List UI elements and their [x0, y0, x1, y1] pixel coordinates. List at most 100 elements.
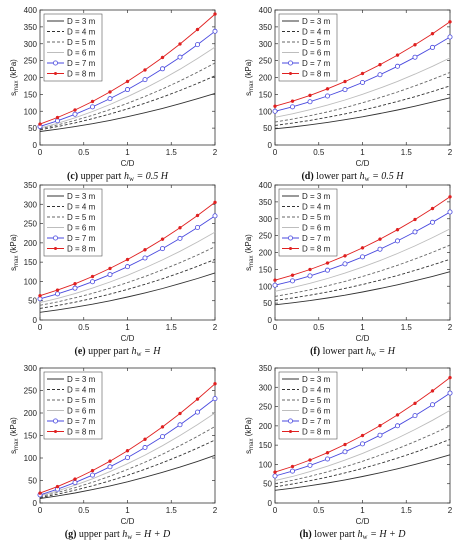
panel-caption: (g) upper part hw = H + D	[65, 529, 171, 541]
legend-label: D = 4 m	[302, 28, 331, 37]
data-point	[360, 246, 365, 250]
data-point	[273, 470, 277, 474]
data-point	[342, 261, 348, 267]
y-tick-label: 200	[24, 239, 38, 248]
data-point	[324, 456, 330, 462]
legend-label: D = 7 m	[67, 417, 96, 426]
x-tick-label: 1.5	[166, 148, 178, 157]
data-point	[359, 441, 365, 447]
x-tick-label: 0.5	[78, 148, 90, 157]
legend-marker	[53, 235, 59, 241]
legend-marker	[289, 430, 292, 433]
data-point	[55, 291, 61, 297]
legend-label: D = 3 m	[302, 17, 331, 26]
chart-panel-6: 0 50 100 150 200 250 300 350 0 0.5 1 1.5 2 C/D smax (k…	[244, 364, 453, 541]
data-point	[272, 108, 278, 114]
legend-label: D = 3 m	[302, 192, 331, 201]
series-line	[39, 62, 216, 130]
x-tick-label: 1.5	[166, 506, 178, 515]
y-tick-label: 300	[24, 40, 38, 49]
data-point	[394, 63, 400, 69]
y-tick-label: 200	[259, 422, 273, 431]
legend-label: D = 4 m	[302, 203, 331, 212]
y-tick-label: 100	[24, 277, 38, 286]
y-tick-label: 150	[24, 90, 38, 99]
legend-label: D = 7 m	[302, 417, 331, 426]
chart-panel-4: 0 50 100 150 200 250 300 350 400 0 0.5 1 1.5 2 C/D smax…	[244, 181, 453, 358]
data-point	[342, 87, 348, 93]
x-tick-label: 2	[213, 323, 218, 332]
y-tick-label: 350	[259, 23, 273, 32]
data-point	[195, 397, 200, 401]
data-point	[55, 484, 60, 489]
data-point	[413, 217, 417, 222]
series-line	[39, 246, 216, 306]
y-tick-label: 100	[24, 107, 38, 116]
legend-label: D = 5 m	[302, 396, 331, 405]
x-tick-label: 1.5	[166, 323, 178, 332]
legend-marker	[54, 430, 57, 433]
legend-marker	[289, 247, 292, 250]
data-point	[429, 219, 435, 225]
data-point	[378, 62, 382, 67]
legend-label: D = 8 m	[67, 70, 96, 79]
y-tick-label: 350	[24, 181, 38, 190]
y-tick-label: 100	[24, 454, 38, 463]
legend-label: D = 6 m	[67, 224, 96, 233]
y-tick-label: 200	[259, 74, 273, 83]
legend-label: D = 8 m	[67, 245, 96, 254]
data-point	[377, 432, 383, 438]
x-tick-label: 2	[448, 506, 453, 515]
data-point	[448, 20, 452, 24]
data-point	[55, 118, 61, 124]
data-point	[413, 401, 417, 406]
legend-label: D = 6 m	[67, 49, 96, 58]
legend-marker	[53, 418, 59, 424]
data-point	[90, 472, 96, 478]
data-point	[194, 225, 200, 231]
y-tick-label: 400	[259, 6, 273, 15]
data-point	[289, 278, 295, 284]
data-point	[90, 104, 96, 110]
legend-label: D = 6 m	[302, 49, 331, 58]
data-point	[125, 257, 130, 262]
chart-panel-3: 0 50 100 150 200 250 300 350 0 0.5 1 1.5 2 C/D smax (k…	[9, 181, 218, 358]
y-tick-label: 50	[28, 477, 37, 486]
data-point	[213, 382, 217, 386]
data-point	[307, 462, 313, 468]
y-axis-label: smax (kPa)	[9, 417, 20, 454]
legend-marker	[289, 72, 292, 75]
legend-box	[278, 188, 338, 257]
x-tick-label: 0	[273, 148, 278, 157]
data-point	[143, 68, 147, 72]
legend-label: D = 3 m	[67, 17, 96, 26]
x-tick-label: 0.5	[313, 506, 325, 515]
legend-label: D = 4 m	[302, 386, 331, 395]
x-tick-label: 0	[38, 506, 43, 515]
data-point	[343, 442, 347, 447]
y-tick-label: 100	[259, 282, 273, 291]
data-point	[72, 285, 78, 291]
data-point	[325, 261, 330, 265]
legend-label: D = 4 m	[67, 386, 96, 395]
data-point	[447, 34, 453, 40]
data-point	[213, 12, 217, 16]
data-point	[325, 450, 330, 455]
data-point	[360, 71, 365, 76]
data-point	[107, 272, 113, 278]
y-tick-label: 0	[33, 499, 38, 508]
series-line	[274, 425, 451, 485]
chart-panel-2: 0 50 100 150 200 250 300 350 400 0 0.5 1 1.5 2 C/D smax…	[244, 6, 453, 183]
data-point	[125, 264, 131, 270]
data-point	[177, 235, 183, 241]
x-tick-label: 1	[125, 323, 130, 332]
data-point	[159, 66, 165, 72]
data-point	[273, 104, 277, 108]
legend-label: D = 8 m	[302, 245, 331, 254]
x-tick-label: 1	[360, 323, 365, 332]
data-point	[38, 293, 42, 298]
x-tick-label: 0.5	[313, 148, 325, 157]
legend-label: D = 7 m	[302, 59, 331, 68]
legend-label: D = 8 m	[302, 70, 331, 79]
y-tick-label: 250	[259, 403, 273, 412]
